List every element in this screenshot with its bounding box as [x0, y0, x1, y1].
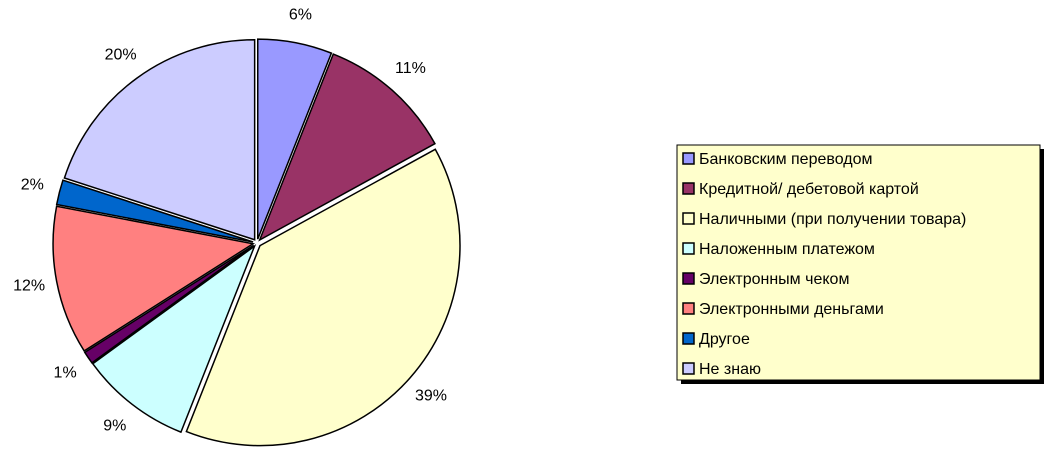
legend-swatch: [682, 302, 695, 315]
legend-swatch: [682, 242, 695, 255]
data-label: 39%: [415, 388, 447, 405]
legend-label: Не знаю: [699, 361, 761, 378]
data-label: 11%: [395, 60, 426, 77]
pie-slice: [257, 38, 333, 240]
legend-swatch: [682, 362, 695, 375]
data-label: 2%: [21, 177, 44, 194]
legend-swatch: [682, 182, 695, 195]
legend-box: [676, 144, 1041, 381]
legend-swatch: [682, 152, 695, 165]
legend-swatch: [682, 212, 695, 225]
legend-label: Банковским переводом: [699, 151, 872, 168]
data-label: 9%: [103, 418, 126, 435]
pie-slice: [185, 148, 461, 447]
legend-label: Кредитной/ дебетовой картой: [699, 181, 919, 198]
data-label: 20%: [105, 47, 137, 64]
legend-swatch: [682, 332, 695, 345]
pie-slice: [91, 244, 257, 434]
pie-slice: [258, 53, 436, 242]
legend-label: Электронным чеком: [699, 271, 849, 288]
pie-slice: [83, 244, 255, 364]
pie-slice: [63, 39, 256, 241]
pie-slice: [55, 179, 254, 243]
legend-label: Электронными деньгами: [699, 301, 884, 318]
data-label: 1%: [54, 365, 77, 382]
legend-label: Другое: [699, 331, 750, 348]
legend-label: Наличными (при получении товара): [699, 211, 966, 228]
pie-slice: [52, 205, 256, 352]
data-label: 12%: [13, 278, 45, 295]
data-label: 6%: [289, 6, 312, 23]
legend-label: Наложенным платежом: [699, 241, 875, 258]
legend-swatch: [682, 272, 695, 285]
